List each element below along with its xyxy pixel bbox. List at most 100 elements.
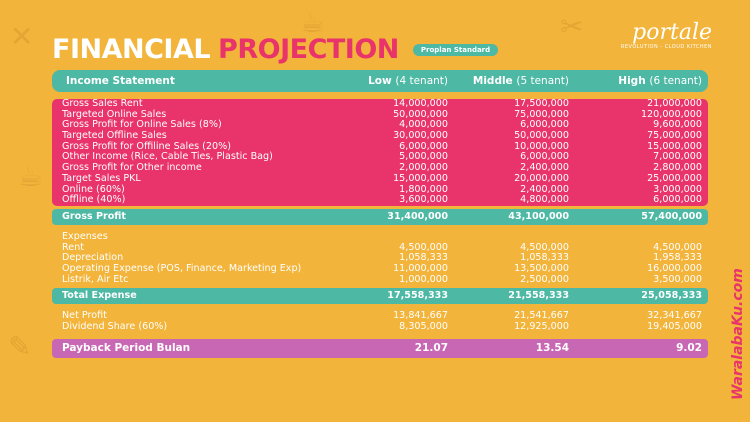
cell-mid: 2,400,000: [520, 162, 569, 174]
header-low: Low (4 tenant): [368, 75, 448, 87]
cell-high: 19,405,000: [647, 321, 702, 332]
cell-low: 8,305,000: [399, 321, 448, 332]
row-label: Operating Expense (POS, Finance, Marketi…: [62, 262, 302, 274]
table-row: Gross Profit for Offiline Sales (20%) 6,0…: [52, 140, 708, 153]
cell-low: 1,800,000: [399, 183, 448, 195]
payback-row: Payback Period Bulan 21.07 13.54 9.02: [52, 338, 708, 358]
row-label: Net Profit: [62, 310, 107, 322]
row-label: Gross Profit for Online Sales (8%): [62, 119, 222, 131]
table-row: Targeted Offline Sales 30,000,000 50,000,0…: [52, 130, 708, 142]
header-label: Income Statement: [66, 75, 175, 87]
table-row: Offline (40%) 3,600,000 4,800,000 6,000,000: [52, 194, 708, 206]
net-rows: Net Profit 13,841,667 21,541,667 32,341,667…: [52, 311, 708, 332]
cell-high: 21,000,000: [647, 98, 702, 109]
table-row: Gross Sales Rent 14,000,000 17,500,000 21,0…: [52, 98, 708, 110]
row-label: Depreciation: [62, 252, 124, 264]
cell-mid: 6,000,000: [520, 119, 569, 131]
cell-high: 7,000,000: [653, 151, 702, 163]
cell-high: 25,000,000: [647, 172, 702, 184]
table-row: Other Income (Rice, Cable Ties, Plastic …: [52, 151, 708, 164]
table-row: Net Profit 13,841,667 21,541,667 32,341,667: [52, 311, 708, 322]
cell-low: 1,058,333: [399, 252, 448, 264]
cell-high: 16,000,000: [647, 262, 702, 274]
spoon-doodle-icon: ✎: [8, 330, 32, 363]
cell-low: 13,841,667: [393, 310, 448, 322]
table-row: Targeted Online Sales 50,000,000 75,000,00…: [52, 108, 708, 121]
cell-low: 5,000,000: [399, 151, 448, 163]
table-row: Listrik, Air Etc 1,000,000 2,500,000 3,500,…: [52, 273, 708, 286]
cell-low: 4,500,000: [399, 241, 448, 253]
cell-mid: 6,000,000: [520, 151, 569, 163]
cell-mid: 17,500,000: [514, 98, 569, 109]
cell-mid: 2,400,000: [520, 183, 569, 195]
utensil-doodle-icon: ☕: [18, 160, 44, 193]
row-label: Offline (40%): [62, 194, 126, 206]
page-title: FINANCIAL PROJECTION Proplan Standard: [52, 34, 499, 65]
title-part-2: PROJECTION: [218, 34, 399, 65]
income-rows: Gross Sales Rent 14,000,000 17,500,000 21,0…: [52, 98, 708, 206]
row-label: Listrik, Air Etc: [62, 273, 129, 285]
cell-high: 75,000,000: [647, 130, 702, 142]
brand-logo: portale REVOLUTION - CLOUD KITCHEN: [620, 20, 712, 51]
row-label: Targeted Offline Sales: [62, 130, 167, 142]
cell-mid: 4,500,000: [520, 241, 569, 253]
header-middle: Middle (5 tenant): [472, 75, 569, 87]
cell-low: 14,000,000: [393, 98, 448, 109]
row-label: Rent: [62, 241, 84, 253]
cell-low: 11,000,000: [393, 262, 448, 274]
cell-mid: 50,000,000: [514, 130, 569, 142]
table-row: Dividend Share (60%) 8,305,000 12,925,000 1…: [52, 321, 708, 333]
table-row: Gross Profit for Online Sales (8%) 4,000,…: [52, 119, 708, 132]
table-row: Rent 4,500,000 4,500,000 4,500,000: [52, 241, 708, 254]
cell-mid: 1,058,333: [520, 252, 569, 264]
side-brand-watermark: WaralabaKu.com: [730, 268, 746, 400]
cup-doodle-icon: ☕: [300, 6, 326, 39]
cell-high: 3,500,000: [653, 273, 702, 285]
cell-high: 3,000,000: [653, 183, 702, 195]
cell-mid: 75,000,000: [514, 108, 569, 120]
row-label: Gross Profit for Offiline Sales (20%): [62, 140, 231, 152]
logo-tagline: REVOLUTION - CLOUD KITCHEN: [620, 44, 712, 50]
cell-low: 2,000,000: [399, 162, 448, 174]
logo-word: portale: [632, 20, 712, 45]
cell-mid: 4,800,000: [520, 194, 569, 206]
cell-mid: 20,000,000: [514, 172, 569, 184]
cell-low: 15,000,000: [393, 172, 448, 184]
fork-doodle-icon: ✕: [10, 20, 34, 53]
knife-doodle-icon: ✂: [560, 10, 584, 43]
table-row: Online (60%) 1,800,000 2,400,000 3,000,000: [52, 183, 708, 196]
row-label: Target Sales PKL: [62, 172, 141, 184]
table-row: Target Sales PKL 15,000,000 20,000,000 25,0…: [52, 172, 708, 185]
cell-mid: 12,925,000: [514, 321, 569, 332]
title-part-1: FINANCIAL: [52, 34, 211, 65]
cell-low: 3,600,000: [399, 194, 448, 206]
row-label: Targeted Online Sales: [62, 108, 167, 120]
cell-mid: 21,541,667: [514, 310, 569, 322]
total-expense-row: Total Expense 17,558,333 21,558,333 25,0…: [52, 288, 708, 305]
table-row: Depreciation 1,058,333 1,058,333 1,958,333: [52, 253, 708, 264]
cell-low: 6,000,000: [399, 140, 448, 152]
cell-mid: 10,000,000: [514, 140, 569, 152]
row-label: Other Income (Rice, Cable Ties, Plastic …: [62, 151, 273, 163]
header-high: High (6 tenant): [618, 75, 702, 87]
row-label: Gross Sales Rent: [62, 98, 143, 109]
plan-badge: Proplan Standard: [412, 43, 499, 56]
table-row: Gross Profit for Other income 2,000,000 2,…: [52, 162, 708, 174]
cell-high: 15,000,000: [647, 140, 702, 152]
cell-high: 2,800,000: [653, 162, 702, 174]
cell-high: 4,500,000: [653, 241, 702, 253]
cell-low: 50,000,000: [393, 108, 448, 120]
cell-high: 9,600,000: [653, 119, 702, 131]
table-row: Operating Expense (POS, Finance, Marketi…: [52, 262, 708, 275]
cell-high: 120,000,000: [640, 108, 702, 120]
cell-high: 6,000,000: [653, 194, 702, 206]
row-label: Online (60%): [62, 183, 125, 195]
cell-low: 4,000,000: [399, 119, 448, 131]
cell-low: 1,000,000: [399, 273, 448, 285]
row-label: Gross Profit for Other income: [62, 162, 202, 174]
gross-profit-row: Gross Profit 31,400,000 43,100,000 57,40…: [52, 208, 708, 225]
income-statement-table: Income Statement Low (4 tenant) Middle (…: [52, 70, 708, 358]
expense-rows: Rent 4,500,000 4,500,000 4,500,000 Depreciat…: [52, 241, 708, 286]
cell-low: 30,000,000: [393, 130, 448, 142]
cell-mid: 2,500,000: [520, 273, 569, 285]
